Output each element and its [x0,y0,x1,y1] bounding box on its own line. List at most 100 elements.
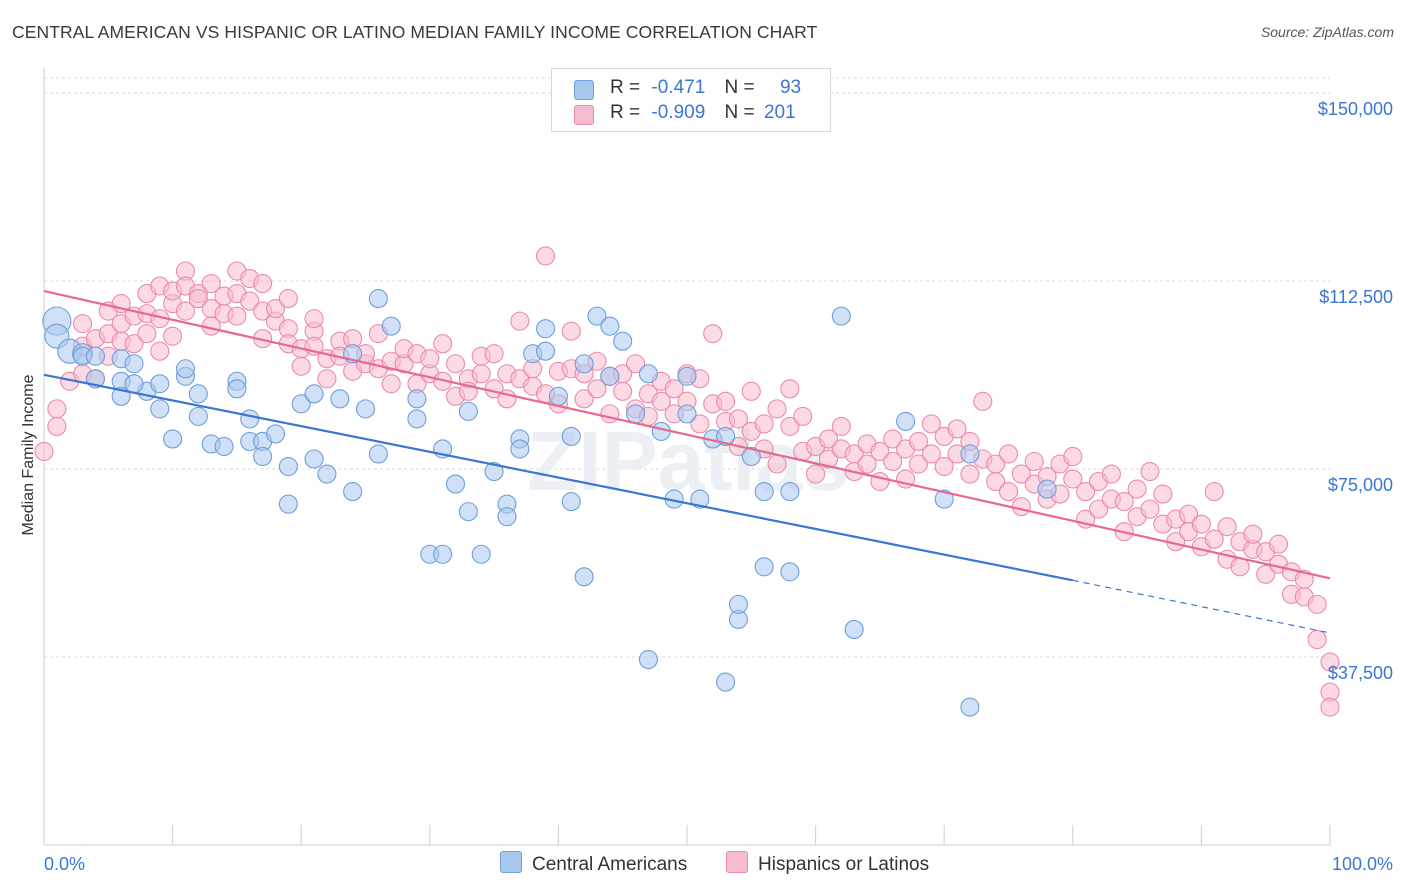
legend-r-value: -0.471 [651,77,706,98]
hispanic-latino-point [1320,697,1340,717]
hispanic-latino-point [1320,652,1340,672]
central-american-point [741,446,761,467]
central-american-point [638,649,658,670]
central-american-point [343,482,363,502]
central-american-point [381,316,401,336]
central-american-point [304,449,324,469]
central-american-point [433,544,453,564]
hispanic-latino-point [754,414,774,434]
hispanic-latino-point [587,379,607,399]
hispanic-latino-point [767,399,787,419]
central-american-point [677,404,697,424]
hispanic-latino-point [1294,569,1314,589]
central-american-point [780,482,800,502]
central-american-point [85,346,105,366]
central-american-point [587,306,607,326]
legend-r-label: R = [610,102,641,123]
central-american-point [561,426,581,446]
bottom-legend-central-americans: Central Americans [500,851,687,876]
hispanic-latino-point [150,341,170,361]
hispanic-latino-point [831,416,851,436]
central-american-point [291,394,311,414]
hispanic-latino-point [651,391,671,411]
hispanic-latino-point [1088,499,1109,519]
central-american-point [278,456,298,477]
hispanic-latino-point [304,309,324,329]
hispanic-latino-point [278,289,298,309]
central-american-point [960,444,980,464]
central-american-point [780,562,800,582]
hispanic-latino-point [780,416,800,436]
central-american-point [561,492,581,512]
hispanic-latino-point [600,404,620,424]
central-american-point [1037,479,1057,499]
hispanic-latino-point [201,273,221,294]
central-american-point [188,384,208,404]
hispanic-latino-trend-line [43,289,1331,580]
legend-n-value: 93 [779,77,802,98]
scatter-points [34,246,1340,717]
hispanic-latino-point [1153,484,1173,504]
hispanic-latino-point [806,464,826,484]
x-tick-label: 0.0% [44,854,85,874]
hispanic-latino-point [1204,482,1224,502]
hispanic-latino-point [1011,497,1031,517]
hispanic-latino-point [741,381,761,401]
hispanic-latino-point [381,374,401,394]
legend-n-label: N = [724,102,755,123]
central-american-point [896,411,916,431]
bottom-legend-label: Central Americans [532,854,688,875]
central-american-point [150,374,170,394]
hispanic-latino-point [703,324,723,344]
hispanic-latino-point [1256,564,1276,584]
hispanic-latino-point [253,273,273,294]
tick-labels: $37,500 $75,000 $112,500 $150,000 0.0% 100.0% [44,99,1393,874]
hispanic-latino-point [1243,524,1263,544]
hispanic-latino-point [317,369,337,389]
hispanic-latino-point [716,391,736,411]
hispanic-latino-point [1011,464,1031,484]
hispanic-latino-point [908,454,929,474]
hispanic-latino-point [47,399,67,419]
chart-title: CENTRAL AMERICAN VS HISPANIC OR LATINO M… [12,22,818,42]
legend-swatch-pink [574,105,594,125]
hispanic-latino-point [188,289,208,309]
hispanic-latino-point [1191,514,1211,534]
legend-n-label: N = [724,77,755,98]
central-american-point [240,409,260,429]
hispanic-latino-point [1217,517,1237,537]
hispanic-latino-point [561,321,581,341]
y-tick-label: $150,000 [1318,99,1393,119]
central-american-point [497,507,517,527]
hispanic-latino-point [1269,534,1289,554]
hispanic-latino-point [1140,499,1160,519]
hispanic-latino-point [767,454,787,474]
central-american-point [600,316,620,336]
hispanic-latino-point [613,381,633,401]
hispanic-latino-point [883,451,903,472]
hispanic-latino-point [728,409,748,429]
central-american-point [728,594,748,614]
hispanic-latino-point [47,416,67,436]
central-american-point [368,444,388,464]
central-american-point [754,557,774,577]
hispanic-latino-point [240,291,260,311]
hispanic-latino-point [690,414,710,434]
hispanic-latino-point [870,441,890,462]
hispanic-latino-point [163,326,183,346]
central-american-point [844,619,864,639]
central-american-point [677,366,697,386]
bottom-legend-swatch-blue [500,851,522,873]
hispanic-latino-point [908,431,929,451]
hispanic-latino-point [664,379,684,399]
central-american-point [150,399,170,419]
hispanic-latino-point [420,349,440,369]
central-american-point [458,502,478,522]
hispanic-latino-point [1114,492,1134,512]
hispanic-latino-point [626,354,646,374]
hispanic-latino-point [883,429,903,449]
legend-swatch-blue [574,80,594,100]
central-american-point [124,354,144,374]
central-american-point [304,384,324,404]
central-american-point [960,697,980,717]
